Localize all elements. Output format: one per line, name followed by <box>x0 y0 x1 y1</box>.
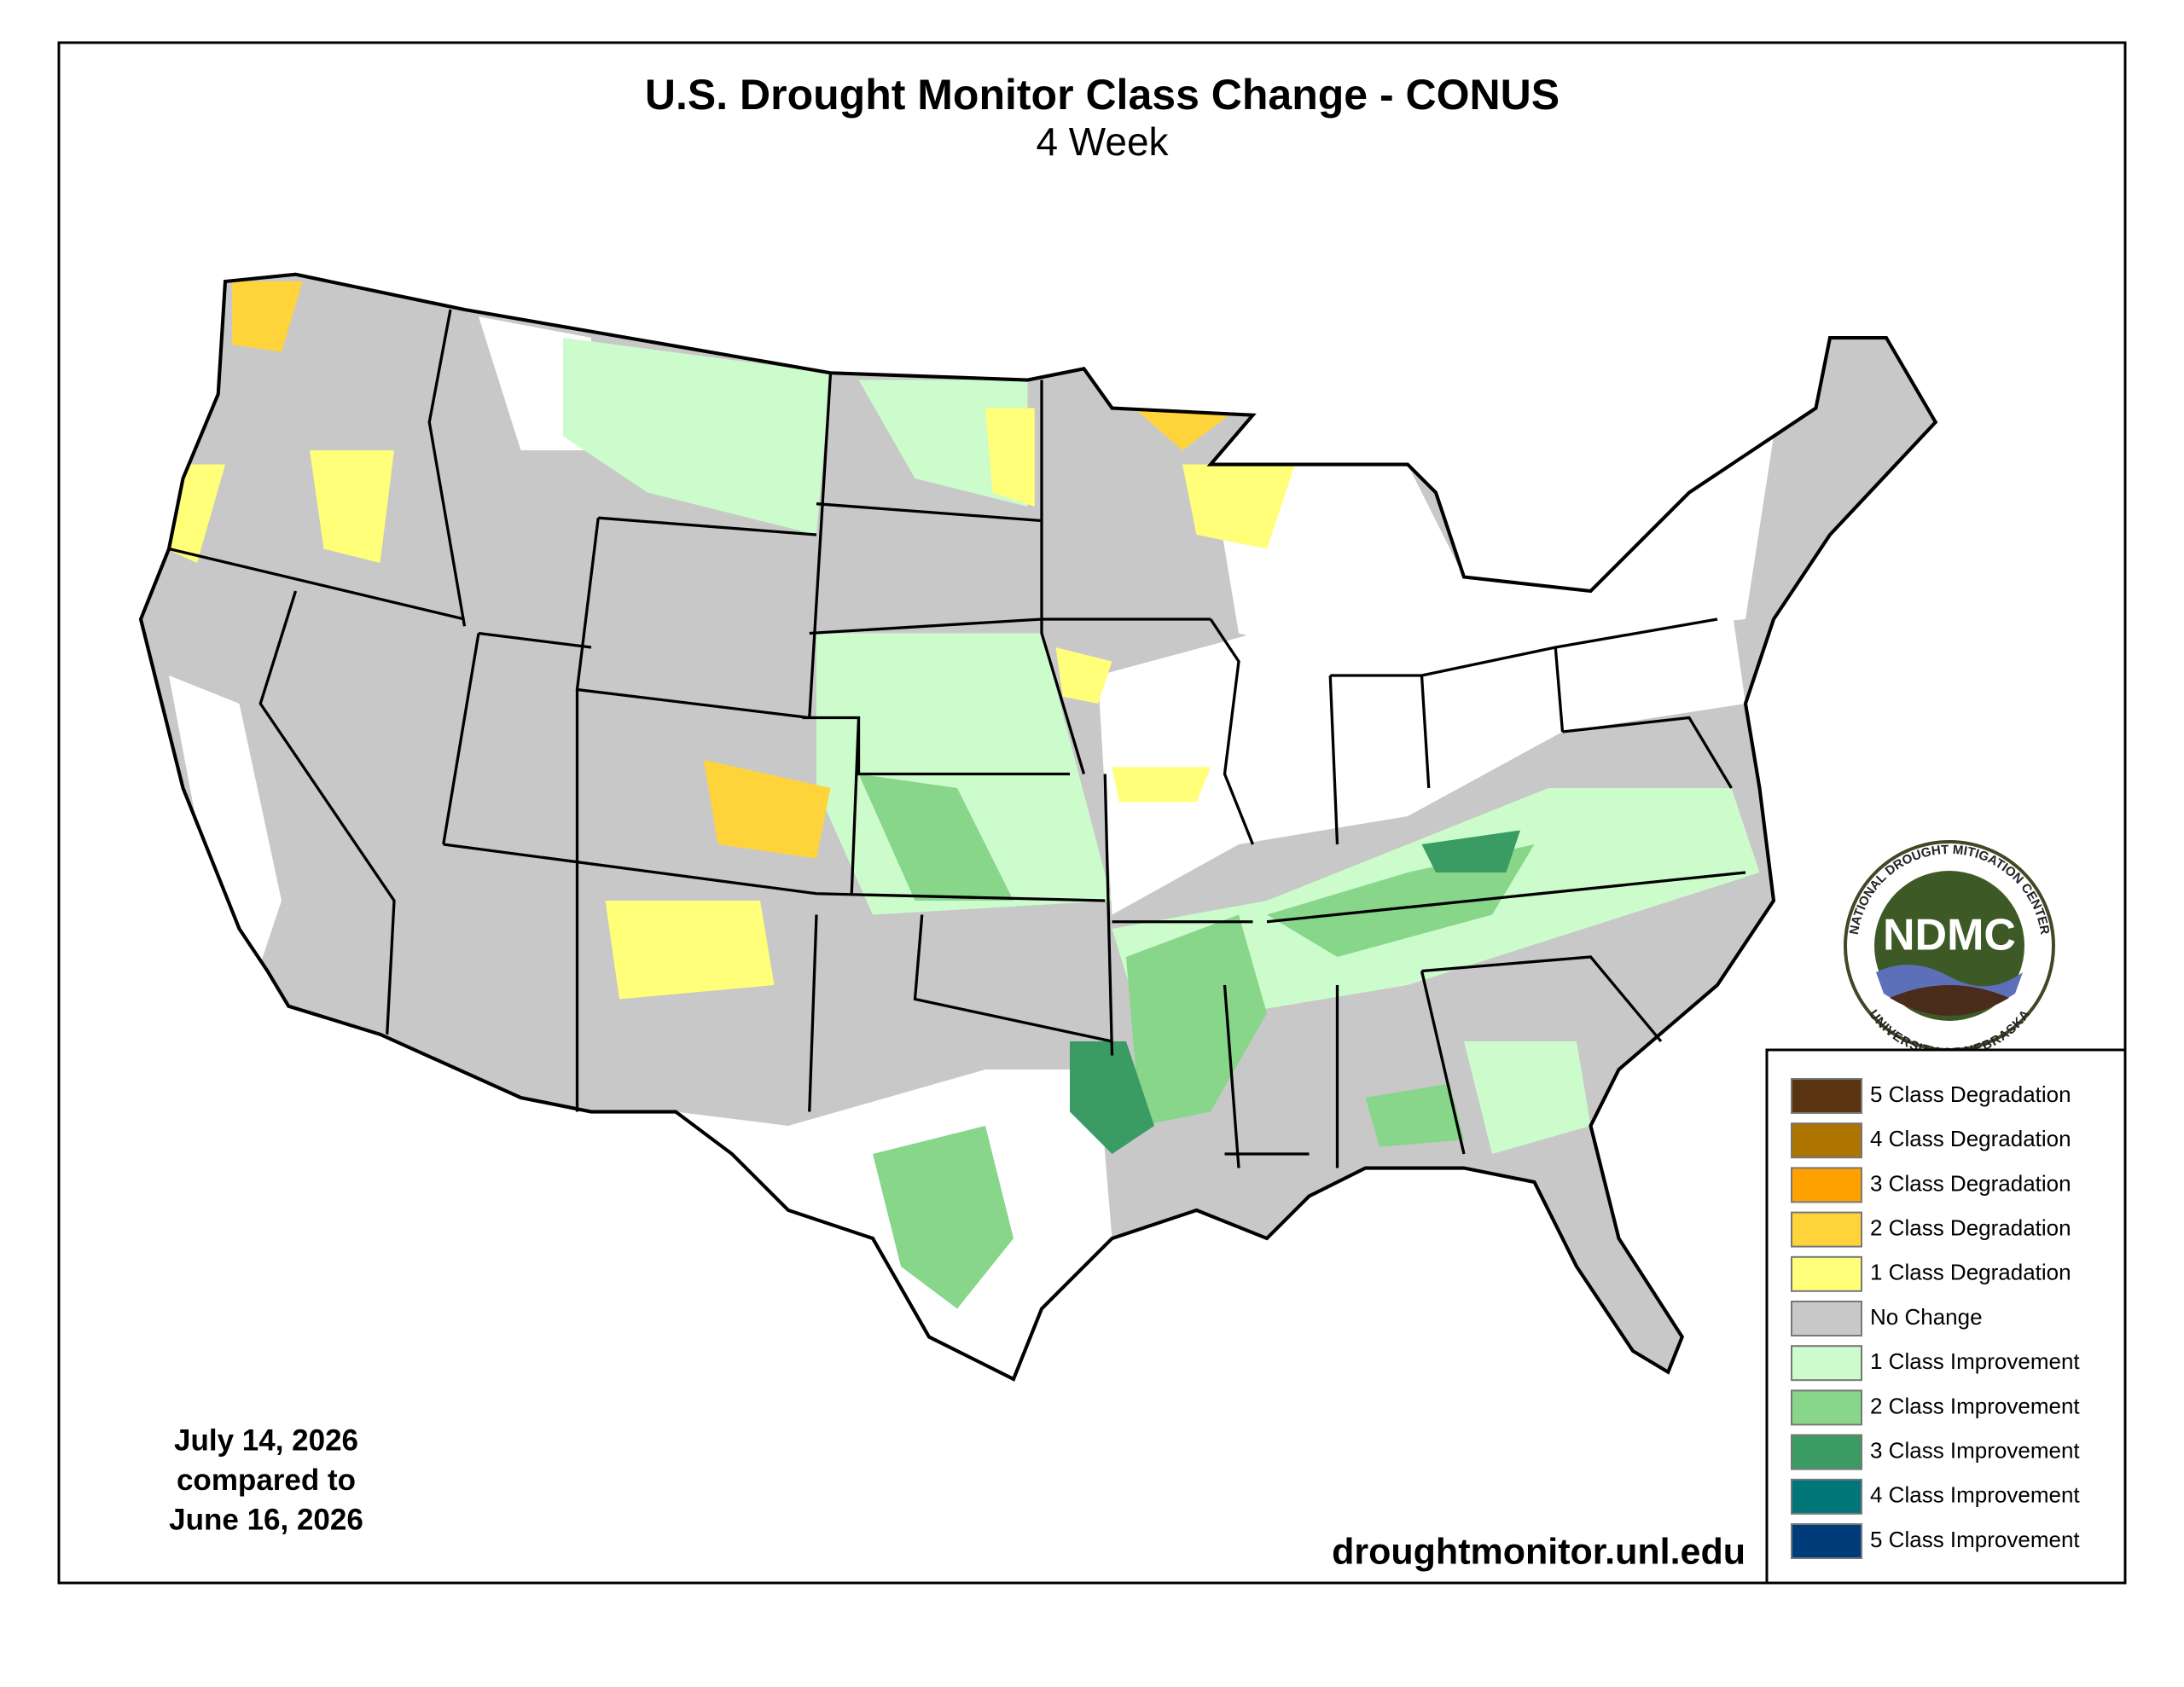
legend-label: 2 Class Improvement <box>1870 1393 2080 1418</box>
legend-swatch <box>1791 1301 1862 1336</box>
legend-swatch <box>1791 1255 1862 1292</box>
date-line: compared to <box>177 1464 356 1497</box>
legend-label: No Change <box>1870 1304 1983 1330</box>
date-note: July 14, 2026 compared to June 16, 2026 <box>169 1423 363 1536</box>
white-area <box>1577 436 1774 634</box>
title: U.S. Drought Monitor Class Change - CONU… <box>645 71 1560 119</box>
legend-label: 2 Class Degradation <box>1870 1215 2071 1240</box>
date-line: July 14, 2026 <box>174 1423 358 1457</box>
legend-swatch <box>1791 1434 1862 1470</box>
degradation-area <box>232 281 303 352</box>
improvement-area <box>563 338 831 536</box>
legend-label: 3 Class Degradation <box>1870 1170 2071 1196</box>
legend-swatch <box>1791 1122 1862 1159</box>
improvement-area <box>873 1126 1014 1309</box>
improvement-area <box>1421 830 1521 873</box>
subtitle: 4 Week <box>1036 119 1169 164</box>
degradation-area <box>605 901 775 1000</box>
legend-swatch <box>1791 1078 1862 1114</box>
legend-swatch <box>1791 1211 1862 1248</box>
legend-swatch <box>1791 1345 1862 1382</box>
improvement-area <box>1464 1041 1591 1155</box>
legend-label: 5 Class Degradation <box>1870 1081 2071 1107</box>
legend-label: 3 Class Improvement <box>1870 1437 2080 1463</box>
degradation-area <box>704 760 831 859</box>
degradation-area <box>1182 464 1296 549</box>
logo-abbreviation: NDMC <box>1883 911 2016 960</box>
legend-label: 4 Class Degradation <box>1870 1126 2071 1151</box>
white-area <box>169 675 282 986</box>
legend-swatch <box>1791 1389 1862 1426</box>
degradation-area <box>310 450 395 564</box>
legend-label: 5 Class Improvement <box>1870 1527 2080 1552</box>
improvement-area <box>858 380 1028 507</box>
improvement-area <box>1112 788 1760 1112</box>
degradation-area <box>985 408 1035 507</box>
legend: 5 Class Degradation 4 Class Degradation 3 … <box>1791 1078 2080 1559</box>
improvement-area <box>858 774 1014 901</box>
legend-label: 1 Class Degradation <box>1870 1260 2071 1285</box>
degradation-area <box>1112 767 1211 803</box>
ndmc-logo: NDMC NATIONAL DROUGHT MITIGATION CENTER … <box>1844 840 2055 1061</box>
legend-label: 1 Class Improvement <box>1870 1348 2080 1374</box>
improvement-area <box>1070 1041 1155 1155</box>
white-area <box>1098 577 1746 915</box>
legend-swatch <box>1791 1523 1862 1559</box>
date-line: June 16, 2026 <box>169 1503 363 1536</box>
logo-earth <box>1890 985 2009 1016</box>
legend-swatch <box>1791 1167 1862 1203</box>
state-lines <box>168 309 1746 1168</box>
improvement-area <box>1365 1083 1465 1147</box>
legend-swatch <box>1791 1478 1862 1515</box>
source-url: droughtmonitor.unl.edu <box>1332 1531 1745 1572</box>
degradation-area <box>1055 647 1112 704</box>
legend-label: 4 Class Improvement <box>1870 1482 2080 1508</box>
